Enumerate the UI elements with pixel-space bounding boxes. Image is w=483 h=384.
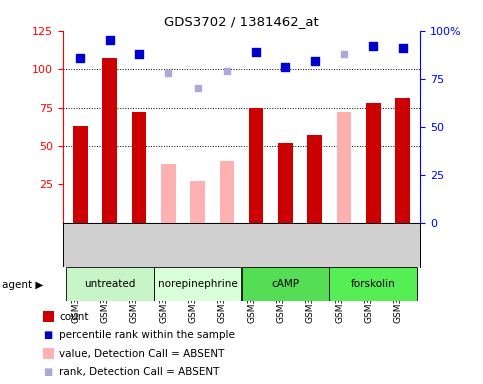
- Bar: [220, 161, 234, 223]
- Bar: [102, 58, 117, 223]
- Point: [106, 37, 114, 43]
- Bar: [132, 112, 146, 223]
- Point: [369, 43, 377, 49]
- Text: count: count: [59, 312, 88, 322]
- Point: [223, 68, 231, 74]
- Text: rank, Detection Call = ABSENT: rank, Detection Call = ABSENT: [59, 367, 219, 377]
- Point: [282, 64, 289, 70]
- Bar: [329, 267, 417, 301]
- Title: GDS3702 / 1381462_at: GDS3702 / 1381462_at: [164, 15, 319, 28]
- Text: value, Detection Call = ABSENT: value, Detection Call = ABSENT: [59, 349, 224, 359]
- Bar: [73, 126, 88, 223]
- Text: percentile rank within the sample: percentile rank within the sample: [59, 330, 235, 340]
- Point: [135, 51, 143, 57]
- Bar: [249, 108, 263, 223]
- Text: agent ▶: agent ▶: [2, 280, 44, 290]
- Point: [194, 85, 201, 91]
- Bar: [190, 181, 205, 223]
- Text: forskolin: forskolin: [351, 279, 396, 289]
- Bar: [161, 164, 176, 223]
- Bar: [337, 112, 351, 223]
- Point: [252, 49, 260, 55]
- Bar: [278, 143, 293, 223]
- Text: cAMP: cAMP: [271, 279, 299, 289]
- Point: [399, 45, 407, 51]
- Bar: [307, 135, 322, 223]
- Bar: [395, 98, 410, 223]
- Bar: [242, 267, 329, 301]
- Point: [164, 70, 172, 76]
- Point: [311, 58, 319, 65]
- Text: ■: ■: [43, 330, 52, 340]
- Point: [76, 55, 84, 61]
- Bar: [154, 267, 242, 301]
- Text: untreated: untreated: [84, 279, 135, 289]
- Text: ■: ■: [43, 367, 52, 377]
- Bar: [66, 267, 154, 301]
- Point: [340, 51, 348, 57]
- Text: norepinephrine: norepinephrine: [157, 279, 238, 289]
- Bar: [366, 103, 381, 223]
